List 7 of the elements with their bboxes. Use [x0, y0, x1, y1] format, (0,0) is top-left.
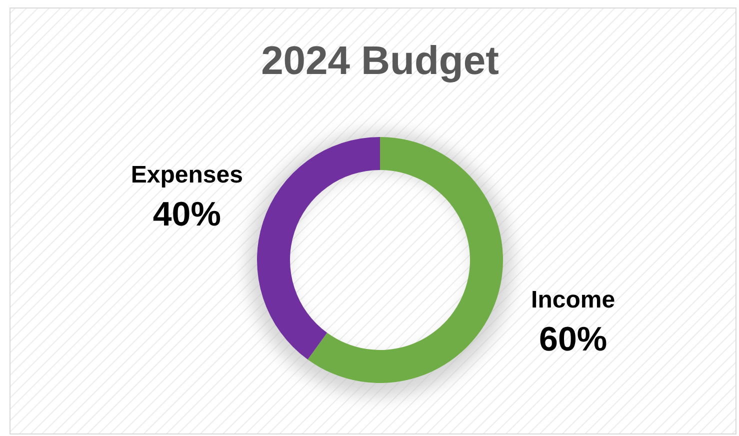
donut-slice	[257, 137, 380, 360]
data-label: 40%	[152, 195, 221, 234]
slice-label: Income	[531, 286, 616, 314]
slice-label: Expenses	[130, 161, 243, 188]
chart-title: 2024 Budget	[261, 39, 499, 83]
donut-slice	[308, 137, 503, 383]
data-label: 60%	[539, 320, 608, 359]
